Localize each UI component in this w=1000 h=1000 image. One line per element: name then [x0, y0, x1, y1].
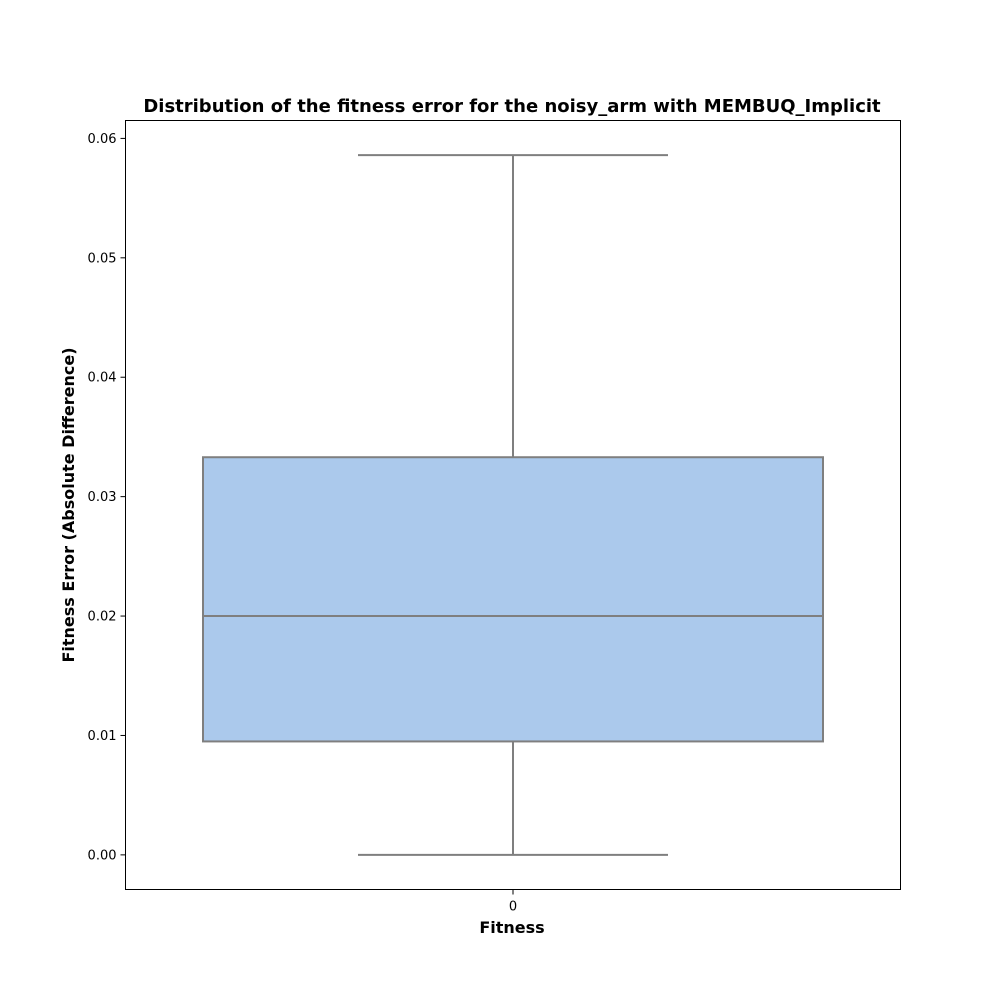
- y-axis-label: Fitness Error (Absolute Difference): [59, 347, 78, 662]
- interquartile-box: [202, 456, 824, 743]
- y-axis-ticks: 0.00 0.01 0.02 0.03 0.04 0.05 0.06: [88, 132, 126, 863]
- y-tick-label: 0.04: [88, 371, 117, 386]
- y-tick-label: 0.00: [88, 848, 117, 863]
- x-tick-label: 0: [509, 900, 517, 915]
- y-tick-label: 0.01: [88, 729, 117, 744]
- y-tick-label: 0.02: [88, 610, 117, 625]
- y-tick-label: 0.06: [88, 132, 117, 147]
- chart-title: Distribution of the fitness error for th…: [143, 96, 881, 117]
- plot-frame: [125, 120, 901, 890]
- x-axis-ticks: 0: [509, 889, 517, 915]
- x-axis-label: Fitness: [479, 918, 544, 937]
- y-tick-label: 0.03: [88, 490, 117, 505]
- box-group: [202, 154, 824, 856]
- y-tick-label: 0.05: [88, 251, 117, 266]
